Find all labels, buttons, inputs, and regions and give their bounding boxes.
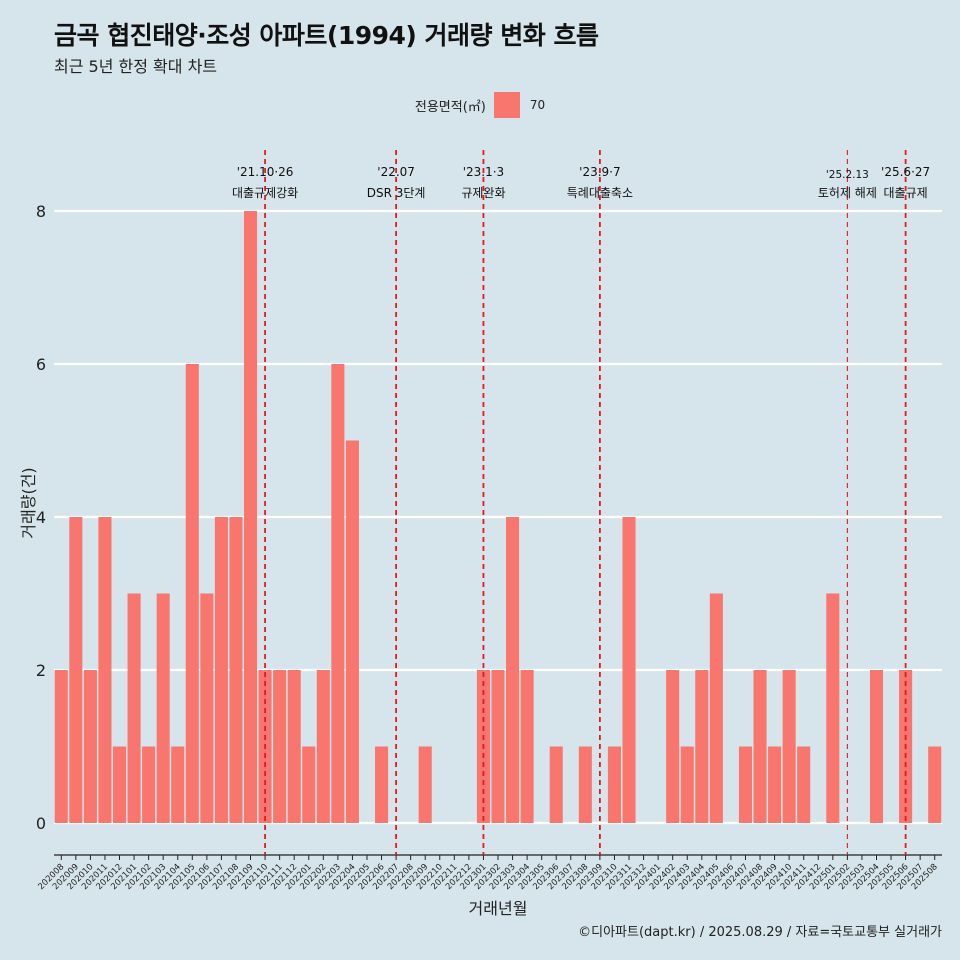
bar — [83, 670, 97, 823]
event-label: 특례대출축소 — [567, 186, 633, 200]
bar — [127, 593, 141, 823]
bar — [375, 746, 389, 823]
bar — [331, 364, 345, 823]
bar — [695, 670, 709, 823]
legend-title: 전용면적(㎡) — [414, 99, 486, 115]
bar — [578, 746, 592, 823]
event-label: 대출규제강화 — [232, 186, 298, 200]
bar — [54, 670, 68, 823]
legend-swatch — [493, 92, 520, 118]
bar — [214, 517, 228, 823]
y-tick-label: 8 — [36, 202, 46, 221]
y-tick-label: 4 — [36, 508, 46, 527]
bar — [98, 517, 112, 823]
bar — [229, 517, 243, 823]
event-date-label: '22.07 — [377, 165, 415, 179]
bar — [302, 746, 316, 823]
bar — [156, 593, 170, 823]
legend-entry-label: 70 — [529, 98, 546, 112]
bar — [622, 517, 636, 823]
bar — [680, 746, 694, 823]
bar — [826, 593, 840, 823]
bar — [345, 440, 359, 823]
event-label: 규제완화 — [461, 186, 505, 200]
chart-subtitle: 최근 5년 한정 확대 차트 — [54, 57, 218, 76]
bar — [520, 670, 534, 823]
bar — [69, 517, 83, 823]
bar — [768, 746, 782, 823]
bar — [287, 670, 301, 823]
event-date-label: '21.10·26 — [237, 165, 294, 179]
event-date-label: '25.6·27 — [881, 165, 930, 179]
event-date-label: '25.2.13 — [826, 169, 869, 181]
bar — [243, 211, 258, 823]
bar — [928, 746, 942, 823]
bar — [869, 670, 884, 823]
event-date-label: '23.9·7 — [579, 165, 620, 179]
bar — [171, 746, 185, 823]
bar — [709, 593, 723, 823]
bar — [142, 746, 156, 823]
bar — [200, 593, 214, 823]
bar — [185, 364, 199, 823]
bar — [782, 670, 796, 823]
chart-title: 금곡 협진태양·조성 아파트(1994) 거래량 변화 흐름 — [54, 21, 599, 50]
bar — [738, 746, 753, 823]
bar — [666, 670, 680, 823]
bar — [491, 670, 505, 823]
bar — [753, 670, 767, 823]
bar — [112, 746, 127, 823]
bar — [797, 746, 811, 823]
x-axis-title: 거래년월 — [469, 899, 528, 918]
y-tick-label: 0 — [36, 814, 46, 833]
y-axis-title: 거래량(건) — [19, 467, 38, 538]
bar — [418, 746, 432, 823]
event-label: 토허제 해제 — [818, 186, 877, 200]
event-label: 대출규제 — [884, 186, 928, 200]
bar — [506, 517, 520, 823]
bar — [549, 746, 563, 823]
y-tick-label: 6 — [36, 355, 46, 374]
y-tick-label: 2 — [36, 661, 46, 680]
source-caption: ©디아파트(dapt.kr) / 2025.08.29 / 자료=국토교통부 실… — [578, 925, 942, 940]
event-label: DSR 3단계 — [367, 186, 426, 200]
bar — [316, 670, 330, 823]
bar — [607, 746, 621, 823]
event-date-label: '23.1·3 — [463, 165, 504, 179]
legend: 전용면적(㎡) 70 — [0, 92, 960, 118]
bar — [273, 670, 287, 823]
